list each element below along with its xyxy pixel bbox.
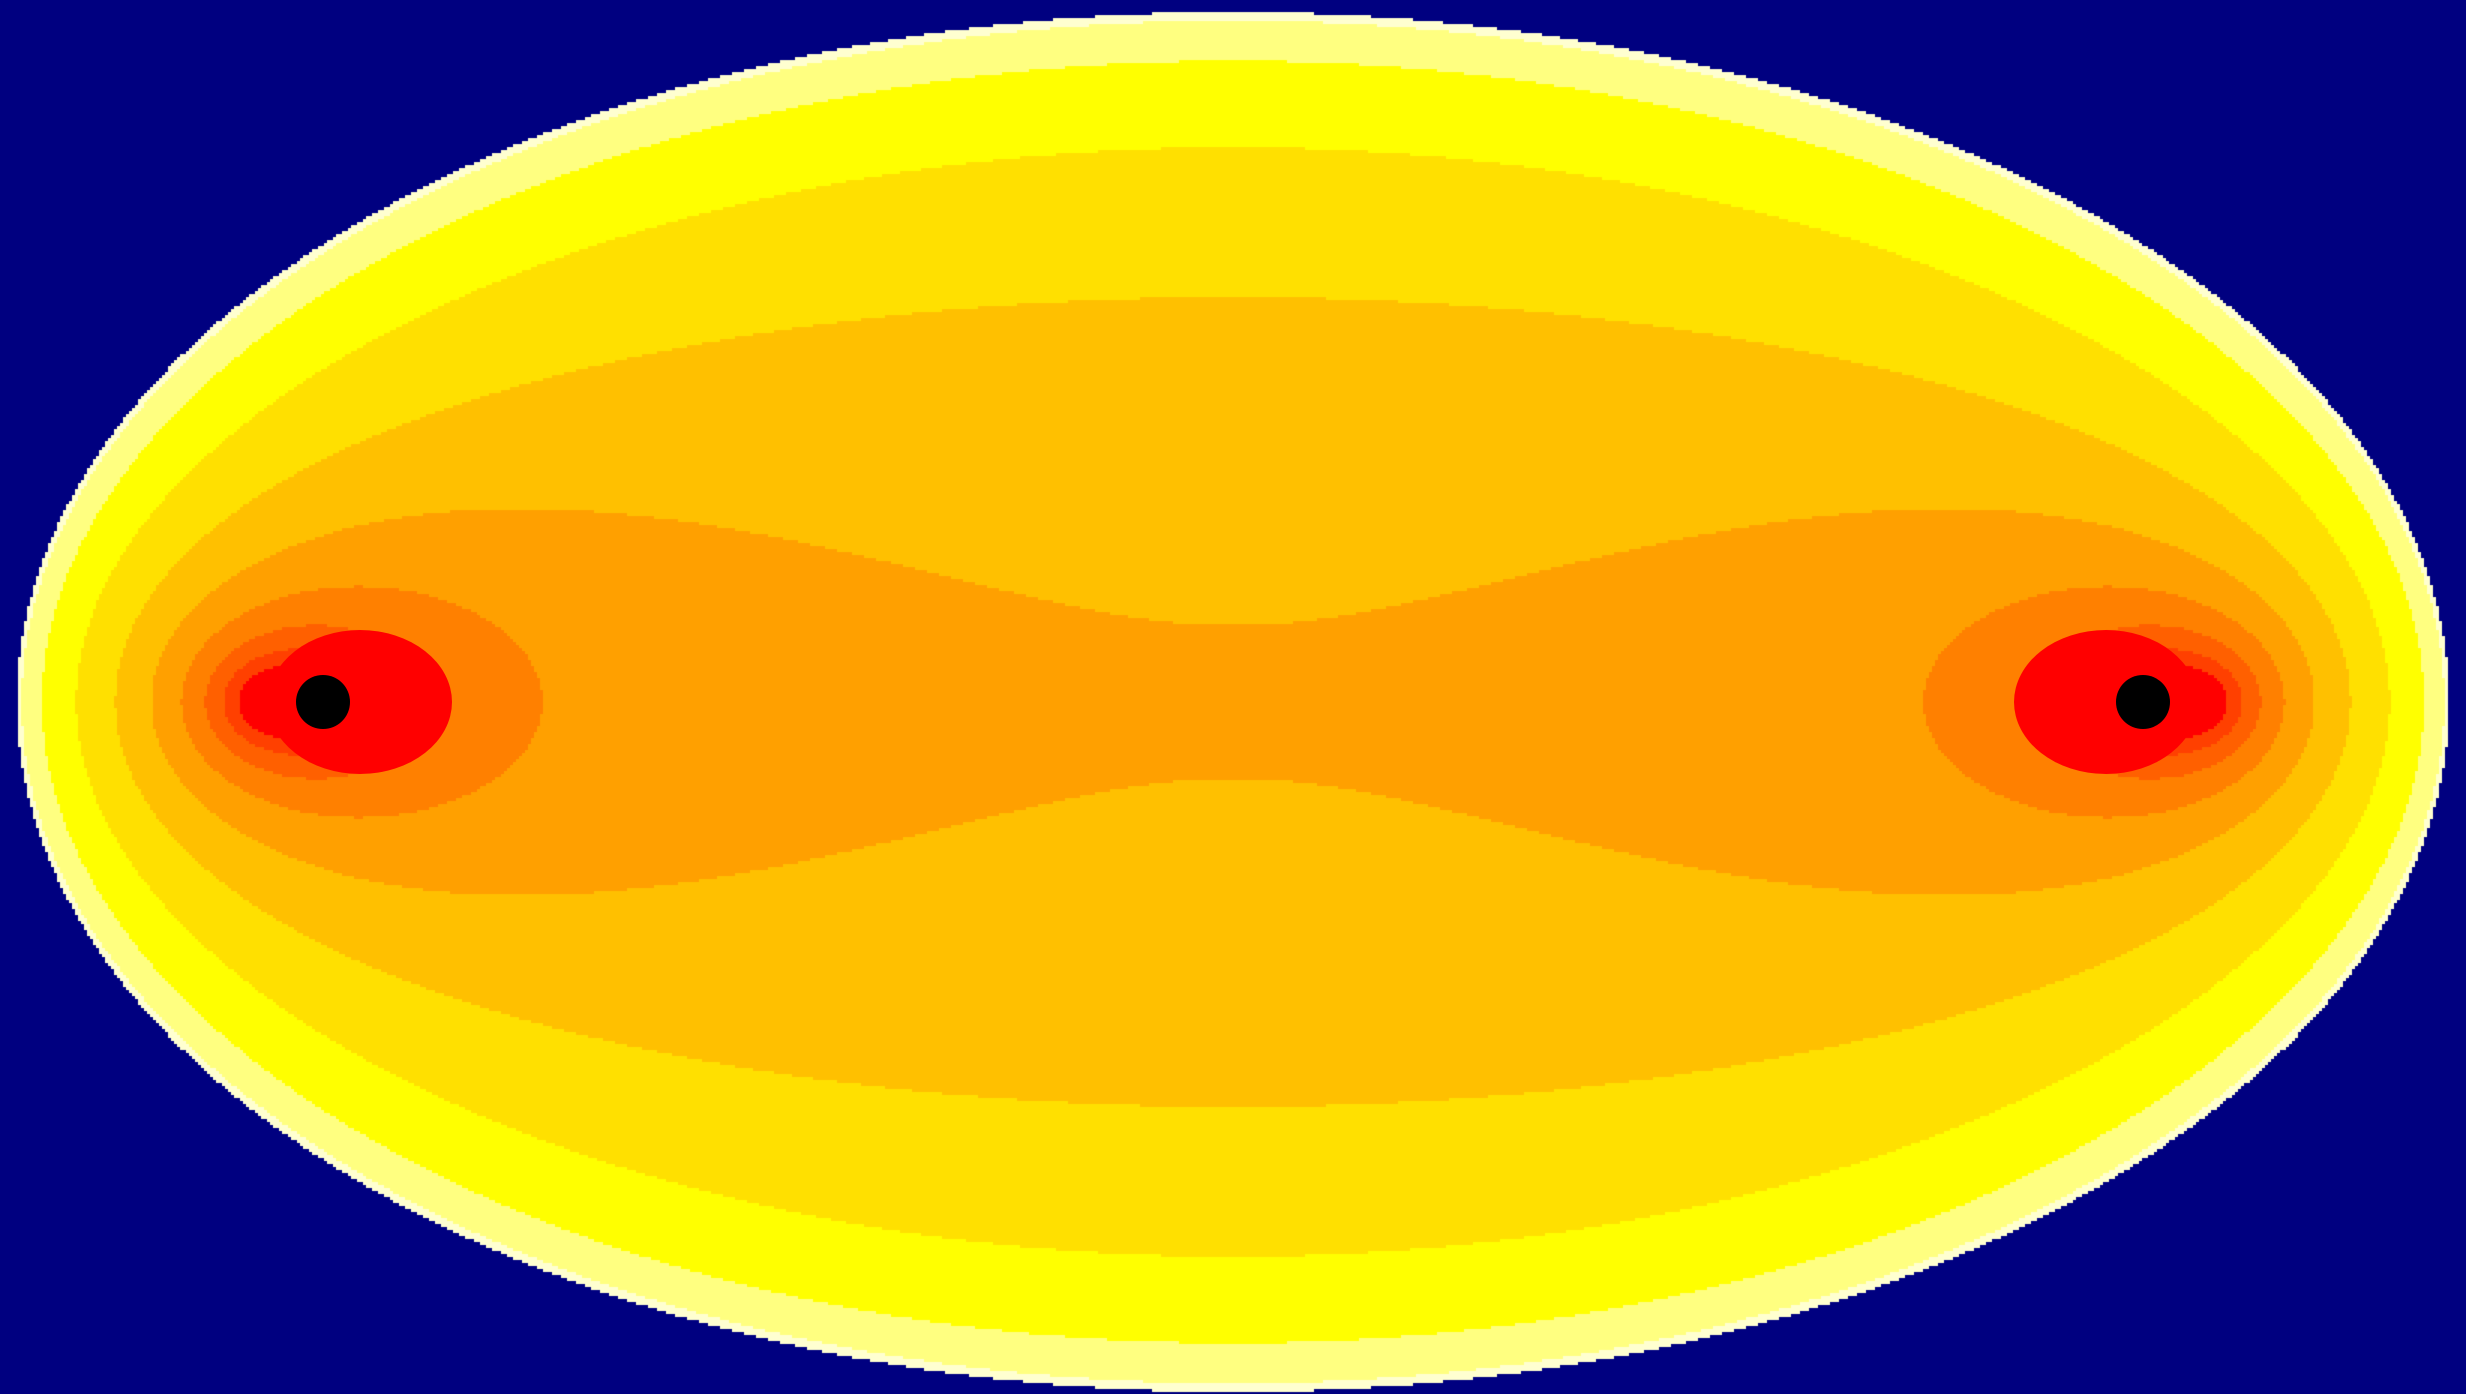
point-sources <box>268 630 2198 774</box>
source-core-1 <box>268 630 452 774</box>
source-marker-2 <box>2116 675 2170 729</box>
source-core-2 <box>2014 630 2198 774</box>
source-marker-1 <box>296 675 350 729</box>
